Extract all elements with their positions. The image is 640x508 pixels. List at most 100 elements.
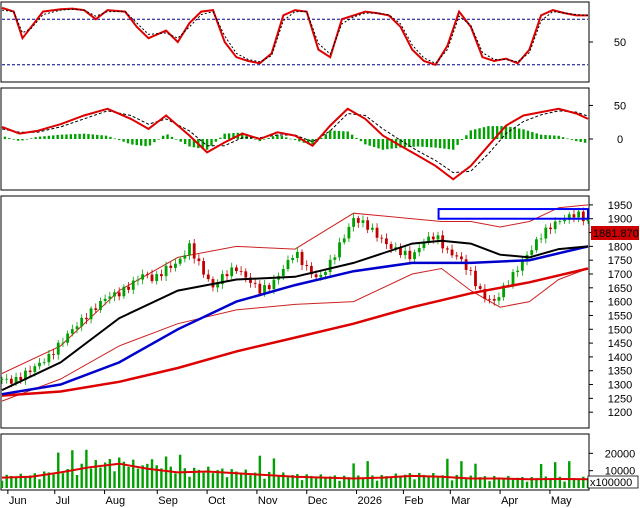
month-label: 2026 [358,495,382,507]
macd-histogram-bar [100,135,103,139]
volume-bar [216,470,219,488]
volume-bar [263,478,266,488]
candle-body [61,342,65,344]
volume-bar [539,464,543,488]
macd-histogram-bar [579,139,582,142]
price-tick-label: 1200 [608,407,632,419]
candle-body [14,376,18,384]
macd-histogram-bar [372,139,376,148]
volume-bar [343,475,346,488]
candle-body [516,270,520,273]
macd-y-axis: 50 0 [589,100,626,146]
candle-body [244,271,248,278]
candle-body [413,252,416,260]
stochastic-tick-label: 50 [614,37,626,49]
volume-bar [464,478,468,488]
macd-histogram-bar [188,139,191,147]
volume-bar [211,473,215,488]
volume-bar [347,477,351,488]
volume-bar [450,480,454,488]
macd-histogram-bar [509,126,512,139]
volume-bar [169,466,172,488]
volume-multiplier-box [587,475,639,489]
macd-histogram-bar [148,139,152,146]
volume-bar [474,463,477,488]
volume-bar [235,471,238,488]
candle-body [558,221,562,223]
volume-bar [277,476,280,488]
volume-bar [80,463,83,488]
volume-bar [483,476,487,488]
volume-bar [33,473,37,488]
macd-histogram-bar [408,139,411,148]
price-tick-label: 1750 [608,255,632,267]
month-label: Mar [451,495,470,507]
macd-histogram-bar [324,134,327,139]
candle-body [422,241,426,249]
candle-body [24,370,27,381]
macd-histogram-bar [320,137,323,139]
volume-bar [239,474,243,488]
volume-bar [399,477,402,488]
candle-body [239,271,243,272]
volume-bar [244,469,247,488]
candle-body [455,255,459,257]
macd-histogram-bar [166,134,169,139]
volume-bar [403,474,407,488]
candle-body [314,274,318,278]
volume-bar [563,481,566,488]
volume-bar [305,474,308,488]
candle-body [42,362,46,364]
candle-body [347,226,351,239]
macd-histogram-bar [368,139,371,146]
macd-histogram-bar [65,134,68,139]
volume-ma-line [1,462,589,481]
macd-histogram-bar [280,136,284,139]
candle-body [99,300,102,310]
macd-histogram-bar [3,136,7,139]
candle-body [47,353,51,363]
macd-histogram-bar [434,139,437,148]
volume-bar [328,476,332,488]
macd-tick-label: 0 [617,134,623,146]
candle-body [286,260,290,270]
macd-histogram-bar [456,139,459,145]
macd-histogram-bar [118,139,121,141]
macd-histogram-bar [153,139,156,143]
candle-body [258,283,262,294]
macd-histogram-bar [544,134,547,139]
macd-histogram-bar [16,139,20,141]
volume-bar [333,475,337,488]
month-label: Jun [9,495,27,507]
candle-body [380,237,384,239]
macd-histogram-bar [452,139,455,150]
price-tick-label: 1450 [608,338,632,350]
candle-body [206,274,210,280]
candle-body [117,292,121,297]
candle-body [108,296,112,299]
volume-bar [507,475,510,488]
ma-mid-line [1,245,589,396]
candle-body [310,265,313,275]
candle-body [253,282,257,284]
macd-histogram-bar [583,139,587,143]
macd-histogram-bar [522,129,525,139]
volume-bar [422,474,426,488]
volume-bar [85,449,88,488]
volume-bar [286,477,290,488]
price-tick-label: 1800 [608,241,632,253]
stochastic-panel: 50 [0,1,626,83]
macd-histogram-bar [364,139,367,145]
macd-histogram-bar [548,135,552,139]
month-label: May [551,495,572,507]
candle-body [530,250,534,255]
bollinger-lower-line [1,267,589,402]
macd-histogram-bar [12,139,15,140]
candle-body [249,277,252,283]
candle-body [174,263,177,268]
macd-histogram-bar [412,139,415,147]
volume-bar [577,479,580,488]
volume-bar [230,469,233,488]
macd-histogram-bar [337,130,341,139]
volume-bar [296,474,299,488]
